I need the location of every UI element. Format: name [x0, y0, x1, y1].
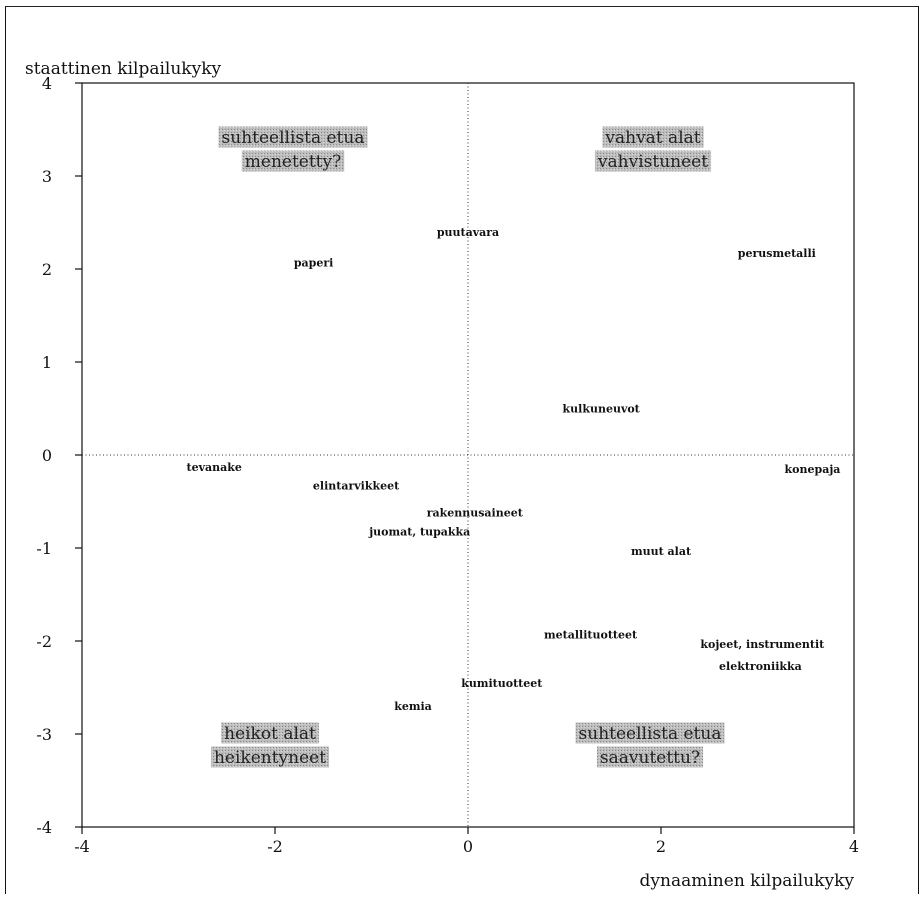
figure-frame	[5, 6, 919, 894]
y-tick-label: -3	[36, 725, 52, 744]
point-label: puutavara	[437, 226, 499, 239]
point-label: paperi	[294, 256, 333, 269]
point-label: metallituotteet	[544, 628, 638, 641]
x-axis-ticks: -4 -2 0 2 4	[74, 827, 859, 856]
quadrant-labels: suhteellista etua menetetty? vahvat alat va…	[210, 126, 725, 768]
quadrant-label-shading	[241, 150, 345, 172]
y-tick-label: 2	[42, 260, 52, 279]
y-tick-label: -4	[36, 818, 52, 837]
x-tick-label: -2	[267, 837, 283, 856]
point-label: tevanake	[187, 461, 242, 474]
point-label: kemia	[394, 700, 432, 713]
point-label: juomat, tupakka	[368, 525, 470, 538]
quadrant-label-line: vahvistuneet	[597, 152, 708, 172]
point-label: perusmetalli	[738, 247, 816, 260]
point-label: elintarvikkeet	[313, 480, 400, 493]
quadrant-label-line: heikentyneet	[214, 748, 326, 768]
y-tick-label: -2	[36, 632, 52, 651]
quadrant-label-shading	[221, 722, 319, 744]
quadrant-label-shading	[575, 722, 725, 744]
x-tick-label: 4	[849, 837, 859, 856]
point-label: kojeet, instrumentit	[700, 638, 825, 651]
point-label: rakennusaineet	[427, 507, 524, 520]
x-tick-label: 2	[656, 837, 666, 856]
y-axis-title: staattinen kilpailukyky	[25, 59, 222, 79]
quadrant-label-shading	[596, 746, 704, 768]
x-axis-title: dynaaminen kilpailukyky	[640, 871, 855, 891]
point-label: elektroniikka	[719, 660, 802, 673]
x-tick-label: -4	[74, 837, 90, 856]
quadrant-label-shading	[218, 126, 368, 148]
quadrant-label-shading	[602, 126, 704, 148]
quadrant-label-line: saavutettu?	[600, 748, 700, 768]
quadrant-label-line: suhteellista etua	[222, 128, 365, 148]
point-label: kulkuneuvot	[563, 403, 641, 416]
quadrant-label-line: menetetty?	[245, 152, 341, 172]
x-tick-label: 0	[463, 837, 473, 856]
quadrant-label-line: suhteellista etua	[579, 724, 722, 744]
quadrant-label-shading	[210, 746, 330, 768]
y-tick-label: 1	[42, 353, 52, 372]
y-tick-label: -1	[36, 539, 52, 558]
y-tick-label: 4	[42, 74, 52, 93]
point-label: muut alat	[631, 545, 692, 558]
quadrant-label-line: vahvat alat	[604, 128, 700, 148]
quadrant-label-line: heikot alat	[224, 724, 316, 744]
point-label: kumituotteet	[461, 677, 543, 690]
data-points: puutavara paperi perusmetalli kulkuneuvot te…	[187, 226, 841, 713]
y-tick-label: 3	[42, 167, 52, 186]
y-axis-ticks: 4 3 2 1 0 -1 -2 -3 -4	[36, 74, 82, 837]
y-tick-label: 0	[42, 446, 52, 465]
point-label: konepaja	[785, 463, 841, 476]
quadrant-label-shading	[594, 150, 712, 172]
